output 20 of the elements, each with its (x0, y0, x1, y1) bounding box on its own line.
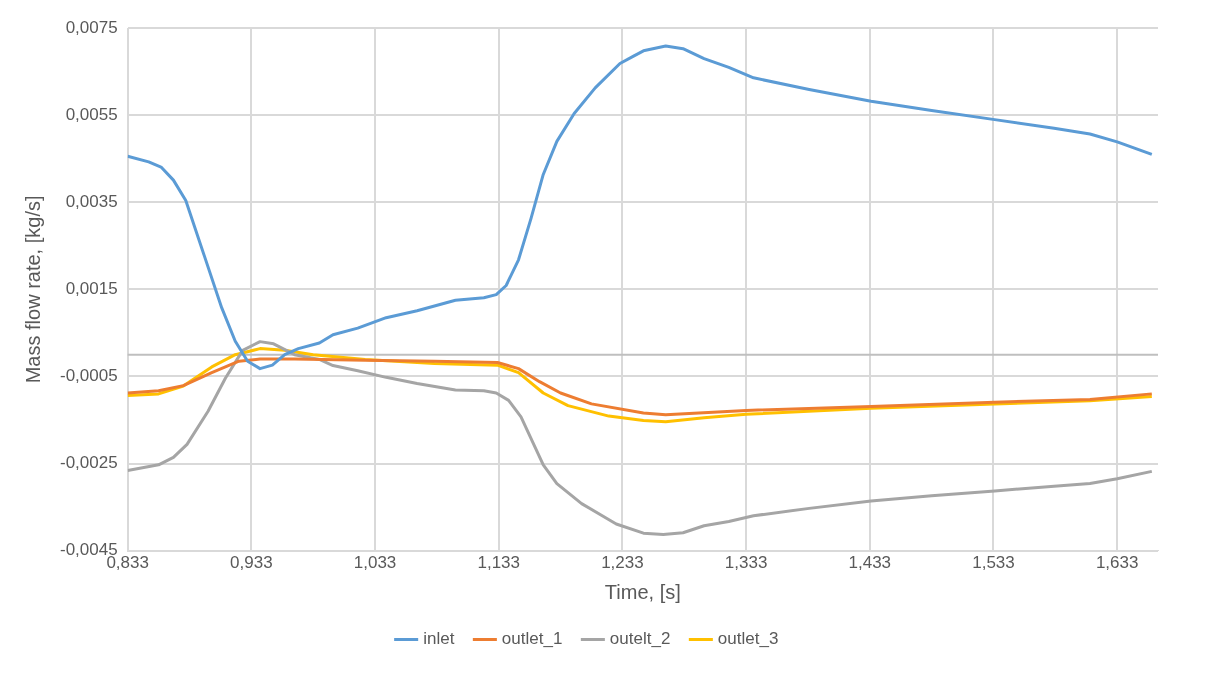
legend-label: inlet (423, 629, 455, 649)
y-tick-label: -0,0025 (59, 453, 118, 473)
x-axis-title: Time, [s] (604, 580, 681, 603)
x-tick-label: 1,133 (477, 553, 520, 573)
legend-label: outlet_1 (501, 629, 563, 649)
x-tick-label: 1,033 (353, 553, 397, 573)
y-tick-label: 0,0055 (65, 104, 118, 124)
x-tick-label: 1,633 (1095, 553, 1139, 573)
x-tick-label: 1,333 (724, 553, 768, 573)
x-tick-label: 1,233 (601, 553, 644, 573)
y-axis-title: Mass flow rate, [kg/s] (21, 195, 44, 384)
y-tick-label: -0,0005 (59, 366, 118, 386)
x-tick-label: 1,533 (972, 553, 1015, 573)
legend-label: outlet_3 (717, 629, 779, 649)
legend-label: outelt_2 (609, 629, 671, 649)
y-tick-label: 0,0015 (65, 279, 118, 299)
x-tick-label: 0,933 (230, 553, 273, 573)
x-tick-label: 1,433 (848, 553, 892, 573)
y-tick-label: 0,0075 (65, 17, 118, 37)
y-tick-label: 0,0035 (65, 192, 118, 212)
